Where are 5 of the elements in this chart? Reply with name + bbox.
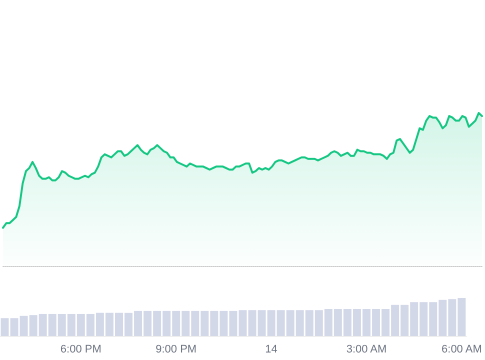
x-tick-label: 6:00 AM	[442, 344, 482, 356]
x-tick-label: 6:00 PM	[60, 344, 102, 356]
x-tick-label: 3:00 AM	[346, 344, 387, 356]
x-tick-label: 9:00 PM	[156, 344, 197, 356]
x-tick-label: 14	[265, 344, 278, 356]
